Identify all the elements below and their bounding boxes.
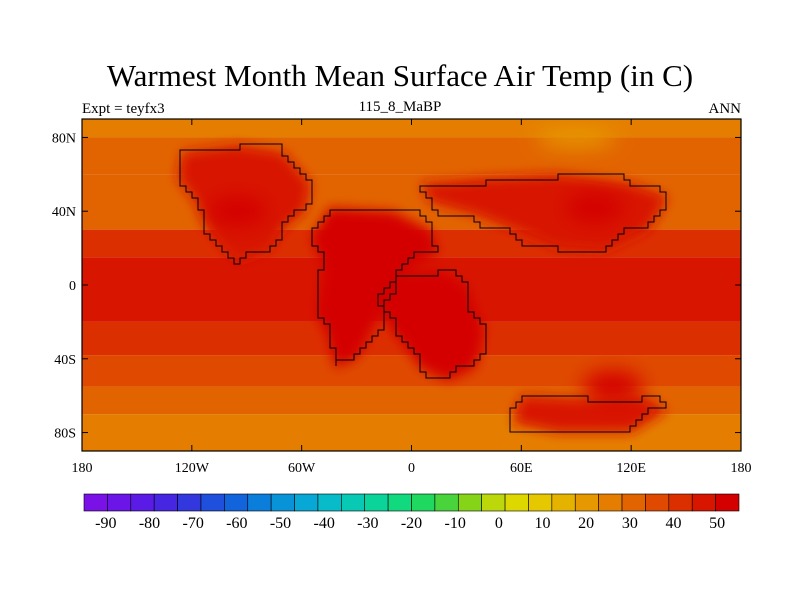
map-title: Warmest Month Mean Surface Air Temp (in … <box>106 58 694 93</box>
coastline-africa <box>377 269 487 379</box>
colorbar-box <box>574 493 599 512</box>
colorbar-label: -80 <box>139 515 160 532</box>
colorbar-label: -90 <box>95 515 116 532</box>
colorbar-box <box>411 493 436 512</box>
x-tick-label: 0 <box>408 461 415 476</box>
y-tick-label: 0 <box>69 279 76 294</box>
polar-cool-spot <box>536 127 617 148</box>
x-tick-label: 180 <box>731 461 752 476</box>
colorbar-box <box>224 493 249 512</box>
colorbar-box <box>153 493 178 512</box>
y-tick-label: 80S <box>54 427 76 442</box>
colorbar-label: -10 <box>445 515 466 532</box>
colorbar-label: 0 <box>495 515 503 532</box>
colorbar-box <box>294 493 319 512</box>
y-tick-label: 40S <box>54 353 76 368</box>
colorbar-box <box>481 493 506 512</box>
colorbar-box <box>130 493 155 512</box>
x-tick-label: 60E <box>510 461 533 476</box>
colorbar-label: -40 <box>314 515 335 532</box>
colorbar-box <box>621 493 646 512</box>
x-tick-label: 60W <box>288 461 316 476</box>
colorbar-box <box>387 493 412 512</box>
experiment-label: Expt = teyfx3 <box>82 101 165 117</box>
colorbar-box <box>107 493 132 512</box>
hot-core <box>207 195 268 228</box>
colorbar-box <box>341 493 366 512</box>
y-tick-label: 40N <box>52 205 76 220</box>
coastline-eurasia <box>419 173 667 253</box>
colorbar-box <box>691 493 716 512</box>
hot-core <box>564 191 625 224</box>
colorbar-box <box>434 493 459 512</box>
temperature-field <box>82 119 741 451</box>
land-south-america <box>310 207 439 368</box>
colorbar-label: 20 <box>578 515 594 532</box>
colorbar-label: -50 <box>270 515 291 532</box>
colorbar-box <box>528 493 553 512</box>
hot-core <box>390 296 451 329</box>
colorbar-label: 40 <box>666 515 682 532</box>
colorbar-box <box>270 493 295 512</box>
colorbar-box <box>200 493 225 512</box>
colorbar-box <box>317 493 342 512</box>
colorbar: -90 -80 -70 -60 -50 -40 -30 -20 -10 0 10 20 30 40 50 <box>83 493 740 532</box>
hot-core <box>582 370 643 403</box>
colorbar-box <box>715 493 740 512</box>
colorbar-label: -70 <box>183 515 204 532</box>
colorbar-box <box>645 493 670 512</box>
colorbar-box <box>247 493 272 512</box>
colorbar-box <box>83 493 108 512</box>
y-tick-label: 80N <box>52 131 76 146</box>
period-label: ANN <box>708 101 742 117</box>
x-tick-label: 120W <box>175 461 210 476</box>
coastline-australia-antarctica <box>509 395 667 433</box>
colorbar-label: -30 <box>357 515 378 532</box>
colorbar-box <box>598 493 623 512</box>
x-tick-label: 120E <box>616 461 646 476</box>
temperature-band <box>82 355 741 387</box>
colorbar-label: 50 <box>709 515 725 532</box>
colorbar-label: 30 <box>622 515 638 532</box>
colorbar-box <box>668 493 693 512</box>
colorbar-box <box>551 493 576 512</box>
land-australia-antarctica <box>512 395 668 433</box>
coastline-south-america <box>311 209 439 366</box>
colorbar-box <box>177 493 202 512</box>
colorbar-label: -60 <box>226 515 247 532</box>
colorbar-label: 10 <box>535 515 551 532</box>
axis-ticks: 180 120W 60W 0 60E 120E 180 80N 40N 0 40S 80S <box>52 119 752 476</box>
colorbar-box <box>364 493 389 512</box>
time-label: 115_8_MaBP <box>358 99 442 115</box>
colorbar-box <box>504 493 529 512</box>
coastline-north-america <box>179 143 313 265</box>
colorbar-box <box>457 493 482 512</box>
x-tick-label: 180 <box>72 461 93 476</box>
colorbar-label: -20 <box>401 515 422 532</box>
